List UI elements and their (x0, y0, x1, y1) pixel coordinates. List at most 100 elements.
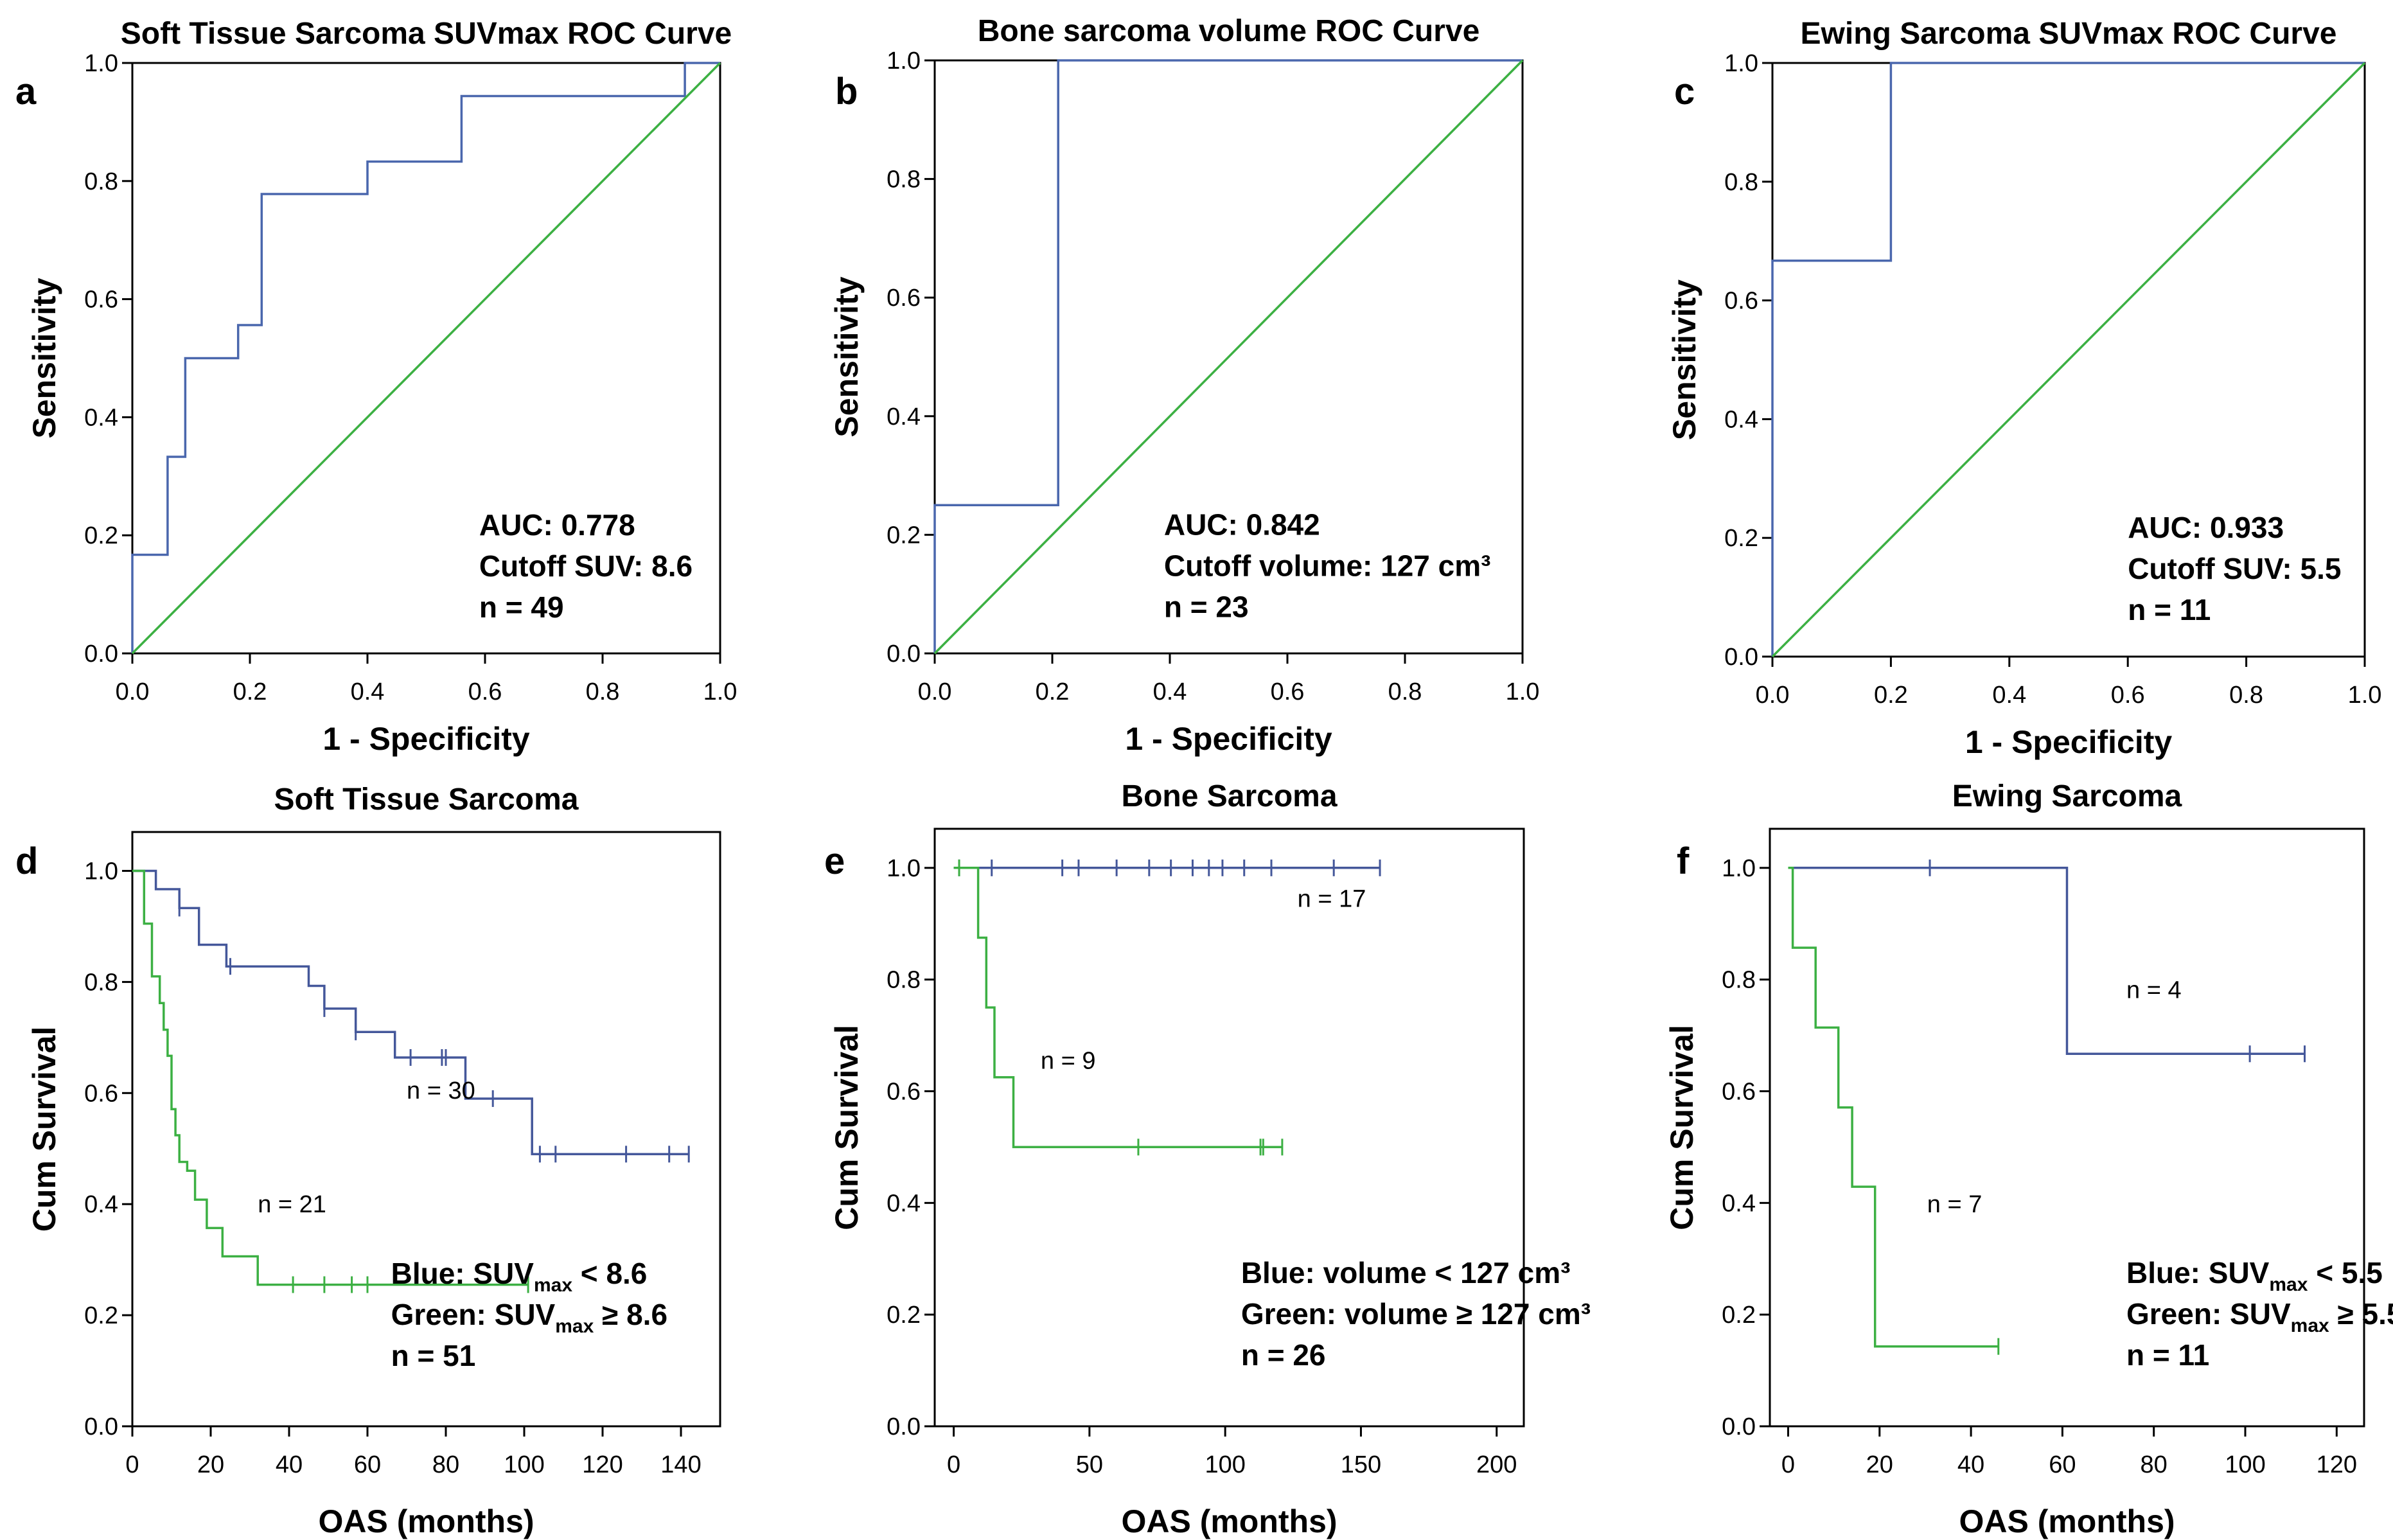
annotation-text: ≥ 8.6 (594, 1298, 667, 1331)
annotation-line: AUC: 0.933 (2128, 511, 2284, 544)
x-tick-label: 0.2 (233, 678, 267, 705)
panel-b: b Bone sarcoma volume ROC Curve 0.0 0.2 0.4 0… (829, 14, 1539, 757)
y-tick-label: 0.8 (84, 168, 118, 195)
y-tick-label: 0.8 (1722, 967, 1756, 994)
y-tick-label: 1.0 (84, 50, 118, 77)
x-axis-label: 1 - Specificity (1965, 724, 2173, 760)
x-tick-label: 100 (2225, 1451, 2265, 1478)
y-axis-label: Cum Survival (1664, 1025, 1700, 1230)
curve-label: n = 17 (1298, 886, 1366, 913)
y-tick-label: 0.0 (84, 1413, 118, 1440)
x-tick-label: 200 (1476, 1451, 1517, 1478)
x-tick-label: 100 (1205, 1451, 1245, 1478)
curve-label: n = 30 (407, 1077, 475, 1104)
x-tick-label: 0.4 (1153, 678, 1187, 705)
y-tick-label: 0.6 (84, 287, 118, 314)
reference-line (933, 59, 1524, 655)
x-axis-label: 1 - Specificity (322, 721, 530, 757)
y-tick-label: 0.2 (84, 1302, 118, 1329)
x-tick-label: 20 (1866, 1451, 1893, 1478)
survival-curve-green (953, 867, 1282, 1149)
y-tick-label: 0.2 (887, 522, 921, 549)
y-tick-label: 1.0 (84, 858, 118, 885)
x-axis-label: OAS (months) (318, 1503, 534, 1539)
annotation-subscript: max (2269, 1274, 2308, 1295)
annotation-line: Green: SUVmax ≥ 5.5 (2126, 1297, 2393, 1336)
x-tick-label: 120 (2317, 1451, 2357, 1478)
x-tick-label: 60 (354, 1451, 381, 1478)
annotation-line: Cutoff SUV: 5.5 (2128, 552, 2341, 585)
x-tick-label: 0.6 (1271, 678, 1305, 705)
y-tick-label: 0.0 (887, 1413, 921, 1440)
annotation-line: Blue: SUVmax < 8.6 (391, 1257, 648, 1296)
y-tick-label: 0.6 (887, 285, 921, 312)
x-tick-label: 0 (947, 1451, 960, 1478)
x-tick-label: 0.8 (2229, 682, 2263, 709)
chart-title: Soft Tissue Sarcoma (274, 783, 579, 817)
x-tick-label: 150 (1341, 1451, 1381, 1478)
y-tick-label: 0.6 (1724, 288, 1758, 315)
chart-title: Ewing Sarcoma (1952, 779, 2182, 813)
y-tick-label: 1.0 (887, 48, 921, 75)
annotation-line: Cutoff volume: 127 cm³ (1164, 549, 1491, 582)
y-tick-label: 0.8 (84, 969, 118, 996)
panel-c: c Ewing Sarcoma SUVmax ROC Curve 0.0 0.2 0.4… (1666, 17, 2381, 760)
annotation-subscript: max (2291, 1315, 2329, 1336)
chart-title: Bone sarcoma volume ROC Curve (978, 14, 1480, 48)
plot-frame (933, 828, 1525, 1428)
y-tick-label: 1.0 (1724, 50, 1758, 77)
x-tick-label: 0.0 (918, 678, 952, 705)
annotation-subscript: max (534, 1275, 572, 1296)
y-tick-label: 0.2 (887, 1302, 921, 1329)
chart-title: Bone Sarcoma (1121, 779, 1337, 813)
y-tick-label: 0.4 (887, 403, 921, 430)
x-tick-label: 0.0 (1756, 682, 1790, 709)
roc-curve (1771, 62, 2365, 657)
annotation-text: Green: SUV (2126, 1297, 2291, 1331)
x-tick-label: 0.2 (1036, 678, 1070, 705)
panel-letter: e (824, 840, 845, 882)
annotation-text: Green: SUV (391, 1298, 556, 1331)
curve-label: n = 9 (1041, 1048, 1096, 1075)
y-tick-label: 0.4 (1724, 406, 1758, 433)
panel-letter: b (835, 71, 858, 112)
x-tick-label: 0.6 (468, 678, 502, 705)
y-axis-label: Sensitivity (26, 278, 62, 438)
roc-curve (933, 59, 1523, 653)
y-tick-label: 0.4 (1722, 1190, 1756, 1217)
y-tick-label: 0.4 (887, 1190, 921, 1217)
annotation-text: ≥ 5.5 (2329, 1297, 2393, 1331)
annotation-line: Blue: volume < 127 cm³ (1241, 1256, 1571, 1289)
reference-line (1771, 62, 2366, 658)
annotation-line: n = 11 (2128, 593, 2211, 626)
annotation-line: n = 49 (479, 590, 564, 624)
survival-curve-blue (1788, 867, 2305, 1056)
annotation-line: n = 26 (1241, 1338, 1326, 1372)
survival-curve-blue (132, 869, 689, 1156)
y-tick-label: 0.8 (887, 166, 921, 193)
annotation-line: AUC: 0.778 (479, 508, 635, 542)
x-tick-label: 0.8 (1388, 678, 1422, 705)
y-axis-label: Sensitivity (829, 276, 865, 437)
annotation-line: n = 51 (391, 1339, 476, 1372)
survival-curve-green (132, 869, 529, 1286)
annotation-line: Cutoff SUV: 8.6 (479, 549, 693, 583)
x-tick-label: 140 (660, 1451, 701, 1478)
y-axis-label: Cum Survival (26, 1027, 62, 1232)
y-tick-label: 1.0 (1722, 855, 1756, 882)
curve-label: n = 7 (1927, 1191, 1982, 1218)
y-tick-label: 0.6 (887, 1079, 921, 1106)
roc-curve (131, 62, 720, 653)
annotation-line: Green: volume ≥ 127 cm³ (1241, 1297, 1591, 1331)
survival-curve-green (1788, 867, 1999, 1348)
panel-letter: a (15, 71, 37, 112)
x-tick-label: 0 (125, 1451, 139, 1478)
curve-label: n = 21 (258, 1191, 326, 1218)
chart-title: Ewing Sarcoma SUVmax ROC Curve (1801, 17, 2337, 51)
y-tick-label: 0.2 (84, 522, 118, 549)
chart-title: Soft Tissue Sarcoma SUVmax ROC Curve (121, 17, 732, 51)
y-tick-label: 1.0 (887, 855, 921, 882)
y-tick-label: 0.2 (1724, 525, 1758, 552)
panel-d: d Soft Tissue Sarcoma 0 20 40 60 80 100 120 140 0.… (15, 783, 721, 1539)
